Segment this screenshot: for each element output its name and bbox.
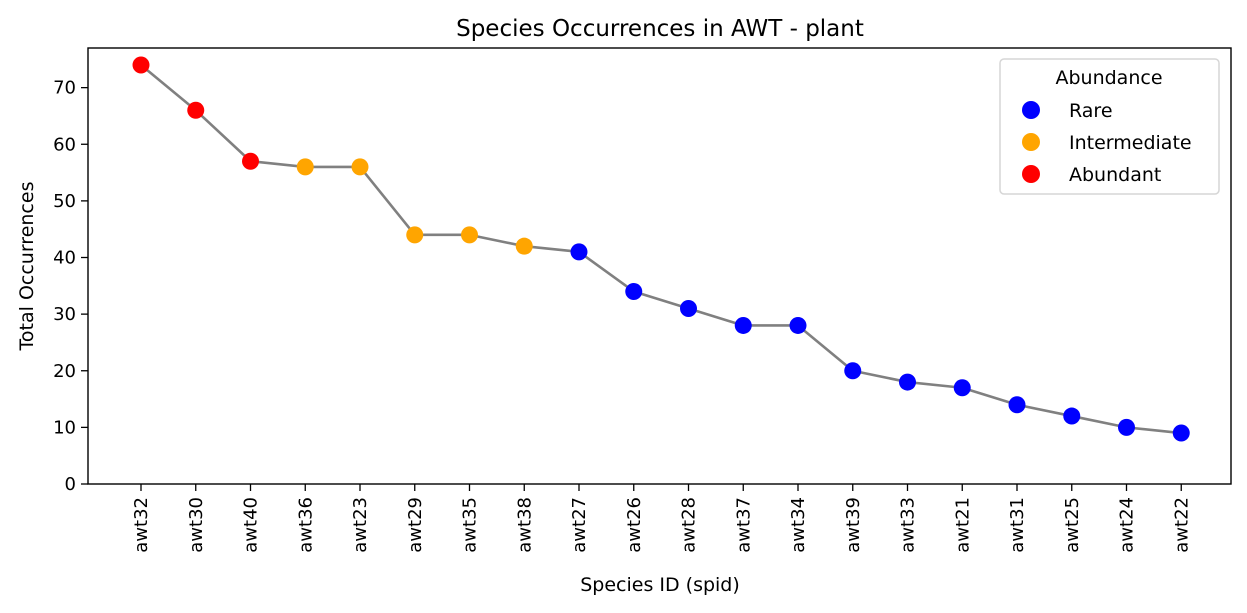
x-tick-label: awt29 [405, 497, 426, 553]
y-tick-label: 10 [53, 417, 76, 438]
data-point-awt33 [899, 373, 916, 391]
chart-title: Species Occurrences in AWT - plant [456, 16, 864, 42]
data-point-awt25 [1063, 407, 1081, 425]
data-point-awt24 [1118, 418, 1135, 436]
data-point-awt38 [515, 237, 533, 255]
legend-marker-abundant [1022, 165, 1040, 183]
data-point-awt39 [844, 362, 862, 380]
data-point-awt30 [187, 101, 205, 119]
x-tick-label: awt23 [350, 497, 371, 553]
data-point-awt22 [1172, 424, 1190, 442]
legend-marker-intermediate [1022, 133, 1040, 151]
x-tick-label: awt32 [131, 497, 152, 553]
x-tick-label: awt38 [514, 497, 535, 553]
data-point-awt23 [351, 158, 369, 176]
y-tick-label: 50 [53, 191, 76, 212]
x-tick-label: awt35 [460, 497, 481, 553]
data-point-awt40 [242, 152, 259, 170]
x-tick-label: awt40 [241, 497, 262, 553]
x-tick-label: awt36 [295, 497, 316, 553]
y-tick-label: 70 [53, 78, 76, 99]
legend: Abundance Rare Intermediate Abundant [999, 58, 1220, 195]
data-point-awt34 [789, 316, 807, 334]
data-point-awt26 [625, 282, 643, 300]
data-point-awt37 [734, 316, 752, 334]
legend-label-intermediate: Intermediate [1069, 132, 1192, 154]
y-tick-label: 60 [53, 134, 76, 155]
series-line [140, 63, 1182, 435]
x-tick-label: awt28 [679, 497, 700, 553]
x-tick-label: awt24 [1117, 497, 1138, 553]
y-tick-label: 20 [53, 361, 76, 382]
x-tick-label: awt30 [186, 497, 207, 553]
plot-frame [87, 47, 1232, 485]
data-point-awt21 [953, 379, 971, 397]
legend-entries: Rare Intermediate Abundant [1022, 100, 1192, 186]
x-tick-label: awt22 [1171, 497, 1192, 553]
data-point-awt32 [132, 56, 150, 74]
x-tick-label: awt34 [788, 497, 809, 553]
x-axis-label: Species ID (spid) [580, 574, 740, 596]
data-point-awt36 [296, 158, 314, 176]
y-tick-label: 40 [53, 248, 76, 269]
plot-area: 0 10 20 30 40 50 60 70 awt32 awt30 awt40 awt36 awt23… [53, 47, 1232, 553]
x-tick-label: awt33 [898, 497, 919, 553]
data-point-awt35 [461, 226, 478, 244]
y-tick-label: 30 [53, 304, 76, 325]
data-point-awt27 [570, 243, 588, 261]
x-tick-label: awt26 [624, 497, 645, 553]
legend-label-rare: Rare [1069, 100, 1113, 122]
data-point-awt29 [406, 226, 424, 244]
data-point-awt28 [680, 299, 697, 317]
legend-label-abundant: Abundant [1069, 164, 1161, 186]
x-tick-label: awt25 [1062, 497, 1083, 553]
y-tick-label: 0 [65, 474, 76, 495]
x-tick-label: awt37 [733, 497, 754, 553]
x-tick-label: awt21 [952, 497, 973, 553]
data-point-awt31 [1008, 396, 1026, 414]
legend-box [999, 58, 1220, 195]
y-axis-label: Total Occurrences [16, 182, 38, 352]
legend-marker-rare [1022, 101, 1040, 119]
x-tick-label: awt31 [1007, 497, 1028, 553]
x-tick-label: awt27 [569, 497, 590, 553]
x-tick-label: awt39 [843, 497, 864, 553]
legend-title: Abundance [1055, 67, 1162, 89]
